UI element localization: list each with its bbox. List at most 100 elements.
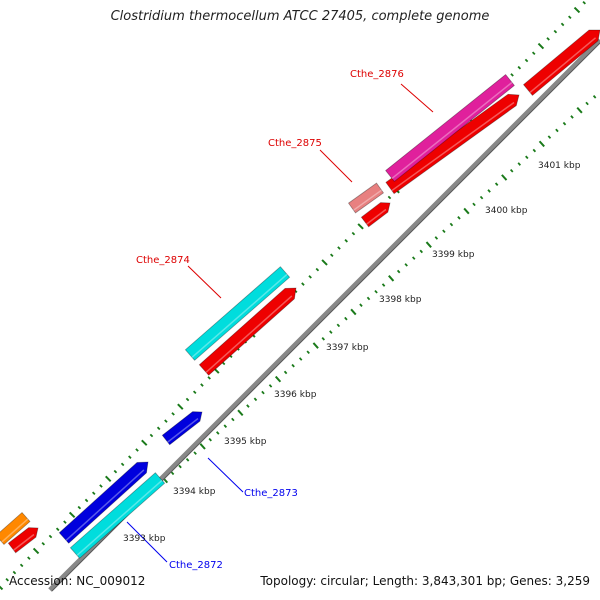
tick-mark (199, 443, 206, 450)
gene-feature-cthe-2873[interactable] (161, 411, 203, 446)
tick-mark (237, 409, 244, 417)
tick-mark (298, 357, 303, 361)
cds-feature-highlight (13, 533, 35, 551)
tick-mark (592, 94, 597, 99)
tick-mark (55, 527, 60, 532)
tick-mark (585, 101, 589, 106)
tick-mark (27, 556, 31, 560)
tick-mark (509, 168, 514, 173)
tick-mark (381, 283, 386, 287)
gene-feature-cthe-2872[interactable] (69, 472, 166, 559)
tick-mark (223, 424, 228, 429)
tick-mark (553, 29, 558, 34)
cds-feature[interactable] (385, 93, 520, 195)
tick-track-lower (161, 94, 597, 484)
tick-mark (404, 263, 408, 267)
cds-feature-highlight (529, 37, 597, 93)
tick-mark (301, 282, 305, 286)
tick-mark (494, 182, 499, 186)
tick-mark (149, 433, 154, 438)
tick-mark (487, 189, 491, 193)
tick-label-3398: 3398 kbp (379, 295, 422, 305)
cds-feature[interactable] (522, 29, 600, 96)
leader-cthe-2875 (319, 149, 353, 183)
tick-mark (573, 6, 581, 14)
tick-mark (329, 330, 333, 334)
gene-feature-cthe-2876[interactable] (385, 73, 515, 183)
tick-mark (216, 431, 220, 435)
tick-mark (208, 437, 212, 442)
tick-mark (5, 578, 9, 582)
tick-mark (274, 375, 282, 383)
leader-cthe-2874 (187, 265, 222, 299)
tick-mark (156, 426, 161, 431)
tick-mark (560, 22, 565, 27)
tick-mark (308, 275, 312, 279)
tick-mark (472, 202, 476, 207)
tick-mark (306, 350, 310, 355)
gene-label-cthe-2875[interactable]: Cthe_2875 (268, 138, 322, 149)
gene-label-cthe-2873[interactable]: Cthe_2873 (244, 488, 298, 499)
tick-label-3396: 3396 kbp (274, 390, 317, 400)
tick-mark (538, 140, 545, 148)
gene-feature-cthe-2875-highlight (353, 189, 383, 211)
tick-mark (546, 37, 550, 41)
gene-feature-cthe-2872-blue[interactable] (58, 461, 149, 544)
tick-mark (312, 342, 319, 349)
tick-mark (387, 195, 392, 200)
tick-mark (63, 520, 67, 524)
tick-mark (135, 448, 139, 452)
tick-mark (388, 275, 395, 282)
tick-mark (321, 337, 326, 341)
gene-label-cthe-2876[interactable]: Cthe_2876 (350, 69, 404, 80)
gene-label-cthe-2872[interactable]: Cthe_2872 (169, 560, 223, 571)
tick-mark (268, 384, 273, 388)
gene-feature-orange[interactable] (0, 511, 31, 546)
cds-feature-highlight (366, 208, 387, 225)
tick-label-3397: 3397 kbp (326, 343, 369, 353)
cds-feature[interactable] (7, 527, 39, 554)
tick-mark (68, 511, 76, 519)
tick-mark (330, 253, 334, 257)
tick-mark (501, 174, 508, 181)
tick-mark (562, 121, 567, 126)
tick-mark (537, 42, 545, 50)
tick-mark (315, 267, 320, 272)
tick-mark (171, 412, 175, 416)
tick-mark (525, 155, 529, 160)
tick-mark (344, 239, 348, 243)
tick-mark (207, 376, 211, 380)
tick-mark (359, 303, 363, 307)
accession-text: Accession: NC_009012 (9, 574, 146, 588)
tick-mark (351, 231, 356, 236)
tick-mark (177, 403, 184, 410)
gene-feature-cthe-2874[interactable] (184, 266, 291, 361)
tick-mark (434, 236, 439, 240)
tick-mark (396, 269, 401, 274)
tick-mark (576, 106, 583, 114)
cds-feature-highlight (205, 295, 293, 373)
gene-feature-cthe-2872-blue-highlight (65, 469, 145, 541)
tick-mark (568, 15, 572, 19)
tick-mark (164, 419, 168, 423)
tick-mark (178, 464, 182, 469)
gene-feature-cthe-2875[interactable] (347, 182, 385, 214)
cds-feature[interactable] (198, 287, 297, 376)
tick-mark (510, 73, 514, 77)
tick-mark (357, 223, 364, 230)
tick-label-3393: 3393 kbp (123, 534, 166, 544)
tick-mark (350, 308, 357, 316)
cds-feature-highlight (391, 101, 515, 192)
tick-label-3401: 3401 kbp (538, 161, 581, 171)
tick-mark (570, 115, 574, 119)
tick-mark (582, 1, 586, 5)
tick-mark (479, 195, 484, 200)
cds-feature[interactable] (360, 202, 391, 228)
tick-mark (517, 65, 522, 70)
tick-mark (246, 404, 250, 408)
tick-mark (532, 148, 537, 153)
tick-mark (120, 462, 125, 467)
gene-label-cthe-2874[interactable]: Cthe_2874 (136, 255, 190, 266)
tick-label-3399: 3399 kbp (432, 250, 475, 260)
